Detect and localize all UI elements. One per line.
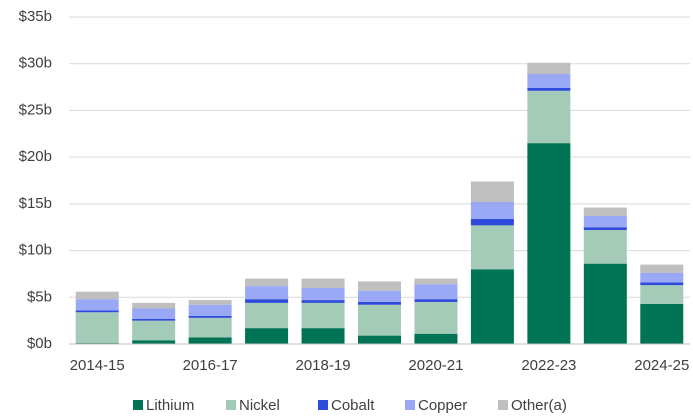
bar-segment [640, 282, 684, 286]
legend-label: Other(a) [511, 397, 567, 414]
bar-segment [75, 312, 119, 344]
y-tick-label: $30b [19, 55, 52, 72]
x-tick-label: 2024-25 [634, 357, 689, 374]
legend-label: Nickel [239, 397, 280, 414]
bar-segment [301, 328, 345, 344]
bar-segment [301, 287, 345, 301]
bar-segment [188, 317, 232, 338]
bar-segment [358, 304, 401, 336]
bar-segment [470, 269, 514, 344]
bar-segment [640, 303, 684, 344]
bar-segment [245, 299, 289, 303]
bar-segment [75, 299, 119, 311]
bar-segment [470, 218, 514, 226]
legend-swatch [133, 400, 143, 410]
bar-segment [358, 301, 401, 305]
bar-segment [470, 225, 514, 270]
bar-segment [188, 304, 232, 316]
bar-segment [301, 300, 345, 303]
bar-segment [414, 301, 458, 334]
bar-segment [527, 88, 571, 91]
bar-segment [132, 340, 176, 344]
legend-swatch [318, 400, 328, 410]
bar-segment [640, 285, 684, 304]
bar-segment [245, 278, 289, 287]
bar-segment [75, 291, 119, 300]
legend-label: Lithium [146, 397, 194, 414]
y-tick-label: $5b [27, 288, 52, 305]
bar-segment [245, 302, 289, 329]
legend-swatch [226, 400, 236, 410]
bar-segment [527, 143, 571, 344]
bar-segment [245, 286, 289, 300]
bar-segment [583, 263, 627, 344]
x-tick-label: 2020-21 [408, 357, 463, 374]
bar-segment [358, 335, 401, 344]
bar-segment [414, 333, 458, 344]
y-tick-label: $15b [19, 195, 52, 212]
bar-segment [527, 73, 571, 89]
bar-segment [301, 302, 345, 329]
bar-segment [527, 62, 571, 74]
bar-segment [132, 320, 176, 341]
x-tick-label: 2018-19 [296, 357, 351, 374]
bar-segment [527, 90, 571, 144]
x-tick-label: 2014-15 [70, 357, 125, 374]
bar-segment [414, 299, 458, 302]
legend-label: Copper [418, 397, 467, 414]
bar-segment [583, 227, 627, 231]
y-tick-label: $20b [19, 148, 52, 165]
legend-swatch [405, 400, 415, 410]
y-tick-label: $10b [19, 242, 52, 259]
y-tick-label: $25b [19, 101, 52, 118]
bar-segment [188, 300, 232, 305]
bar-segment [358, 290, 401, 302]
bar-segment [75, 310, 119, 313]
bar-segment [583, 230, 627, 264]
bar-segment [640, 272, 684, 283]
legend-swatch [498, 400, 508, 410]
x-tick-label: 2022-23 [521, 357, 576, 374]
y-tick-label: $0b [27, 335, 52, 352]
bar-segment [583, 207, 627, 217]
bar-segment [132, 308, 176, 319]
bar-segment [301, 278, 345, 288]
bar-segment [470, 181, 514, 202]
bar-segment [245, 328, 289, 344]
y-tick-label: $35b [19, 8, 52, 25]
bar-segment [188, 337, 232, 344]
bar-segment [358, 281, 401, 291]
bar-segment [583, 216, 627, 228]
bar-segment [414, 284, 458, 300]
bar-segment [132, 318, 176, 321]
bar-segment [188, 315, 232, 318]
bar-segment [132, 302, 176, 309]
x-tick-label: 2016-17 [183, 357, 238, 374]
bar-segment [470, 201, 514, 219]
bar-segment [640, 264, 684, 273]
bar-segment [414, 278, 458, 285]
legend-label: Cobalt [331, 397, 375, 414]
